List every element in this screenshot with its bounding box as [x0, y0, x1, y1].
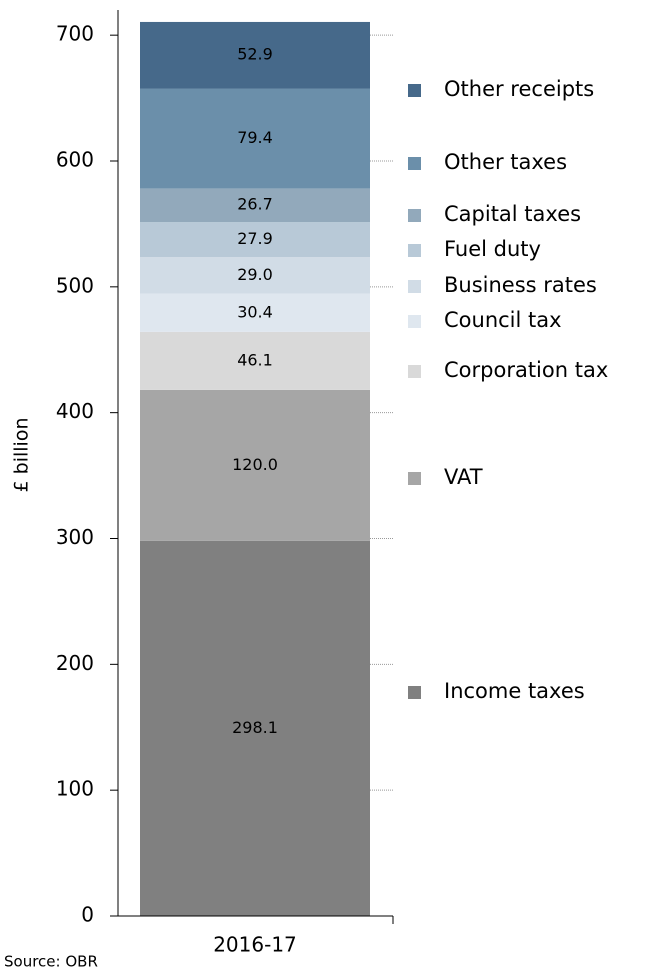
data-label: 52.9	[237, 45, 273, 64]
bar-segment	[140, 21, 370, 89]
bar-segment	[140, 188, 370, 223]
legend-swatch	[408, 209, 421, 222]
y-tick-label: 700	[56, 22, 94, 46]
data-label: 30.4	[237, 302, 273, 321]
bar-segment	[140, 88, 370, 189]
bar-segment	[140, 257, 370, 294]
data-label: 27.9	[237, 229, 273, 248]
legend-label: Capital taxes	[444, 202, 581, 226]
y-tick-label: 0	[81, 903, 94, 927]
y-tick-label: 400	[56, 399, 94, 423]
y-tick-label: 500	[56, 273, 94, 297]
data-label: 298.1	[232, 718, 278, 737]
y-tick-label: 600	[56, 148, 94, 172]
legend-label: Fuel duty	[444, 237, 541, 261]
data-label: 46.1	[237, 350, 273, 369]
legend-swatch	[408, 315, 421, 328]
legend-swatch	[408, 157, 421, 170]
legend-label: Council tax	[444, 308, 562, 332]
bar-segment	[140, 389, 370, 541]
x-tick-label: 2016-17	[213, 933, 297, 957]
bar-segment	[140, 293, 370, 332]
data-label: 29.0	[237, 265, 273, 284]
y-tick-label: 100	[56, 777, 94, 801]
y-axis-label: £ billion	[11, 418, 33, 493]
legend-label: Corporation tax	[444, 358, 608, 382]
data-label: 26.7	[237, 195, 273, 214]
legend-label: Other receipts	[444, 77, 594, 101]
legend-swatch	[408, 686, 421, 699]
legend-swatch	[408, 472, 421, 485]
legend-swatch	[408, 280, 421, 293]
data-label: 120.0	[232, 455, 278, 474]
legend-swatch	[408, 84, 421, 97]
y-tick-label: 200	[56, 651, 94, 675]
bar-segment	[140, 222, 370, 258]
source-note: Source: OBR	[4, 953, 98, 971]
legend-swatch	[408, 244, 421, 257]
bar-segment	[140, 331, 370, 390]
legend-label: VAT	[444, 465, 483, 489]
data-label: 79.4	[237, 128, 273, 147]
legend-swatch	[408, 365, 421, 378]
legend-label: Other taxes	[444, 150, 567, 174]
legend-label: Business rates	[444, 273, 597, 297]
y-tick-label: 300	[56, 525, 94, 549]
legend-label: Income taxes	[444, 679, 585, 703]
bar-segment	[140, 540, 370, 916]
